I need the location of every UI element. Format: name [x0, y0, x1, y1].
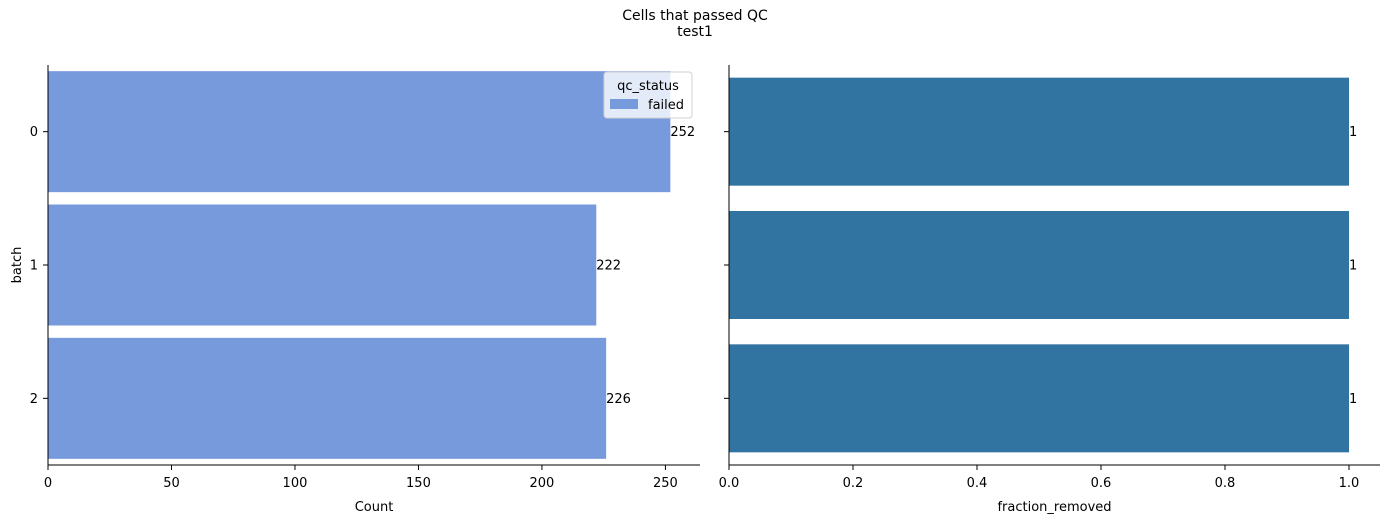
legend-title: qc_status	[617, 79, 679, 94]
bar-1-0	[48, 71, 671, 193]
bar-2-1	[729, 211, 1349, 319]
x-axis-label: Count	[355, 500, 394, 515]
data-label: 1	[1349, 392, 1357, 407]
figure-title: Cells that passed QC	[622, 8, 768, 24]
x-axis-label: fraction_removed	[997, 500, 1111, 515]
bar-1-1	[48, 204, 597, 326]
bar-1-2	[48, 337, 607, 459]
x-tick-label: 100	[283, 476, 308, 491]
figure-subtitle: test1	[677, 24, 713, 40]
data-label: 1	[1349, 259, 1357, 274]
legend-label: failed	[648, 98, 684, 113]
bar-2-2	[729, 344, 1349, 453]
data-label: 222	[596, 259, 621, 274]
data-label: 252	[670, 125, 695, 140]
x-tick-label: 150	[406, 476, 431, 491]
data-label: 1	[1349, 125, 1357, 140]
y-tick-label: 2	[30, 392, 38, 407]
x-tick-label: 0.4	[967, 476, 988, 491]
legend-swatch	[610, 99, 638, 109]
x-tick-label: 1.0	[1339, 476, 1360, 491]
y-tick-label: 1	[30, 259, 38, 274]
x-tick-label: 200	[530, 476, 555, 491]
x-tick-label: 0	[44, 476, 52, 491]
x-tick-label: 0.2	[843, 476, 864, 491]
x-tick-label: 0.6	[1091, 476, 1112, 491]
x-tick-label: 0.0	[719, 476, 740, 491]
x-tick-label: 50	[163, 476, 180, 491]
x-tick-label: 250	[653, 476, 678, 491]
data-label: 226	[606, 392, 631, 407]
y-axis-label: batch	[10, 247, 25, 284]
bar-2-0	[729, 77, 1349, 186]
x-tick-label: 0.8	[1215, 476, 1236, 491]
y-tick-label: 0	[30, 125, 38, 140]
